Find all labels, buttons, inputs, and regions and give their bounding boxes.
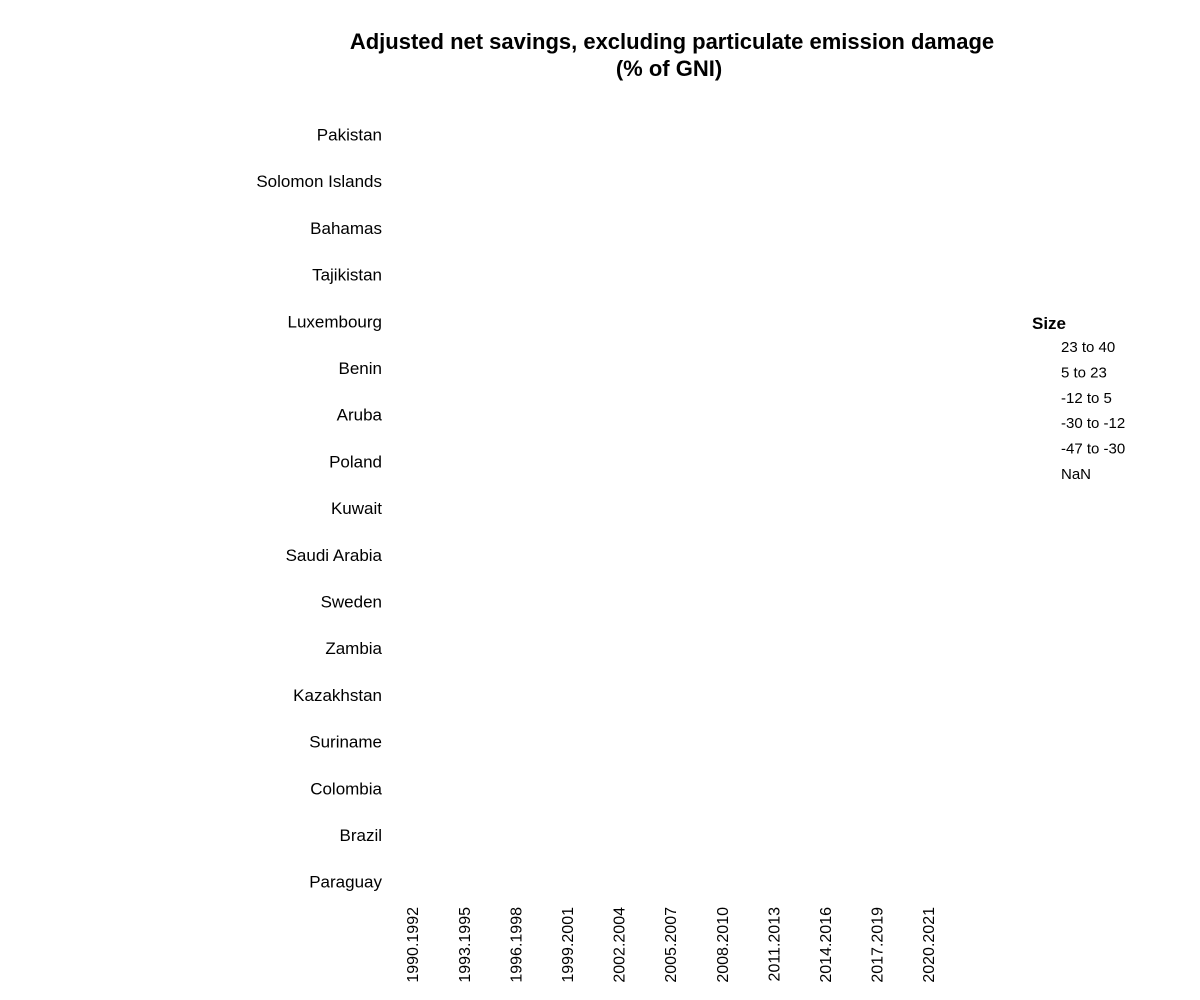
legend-item-label: -47 to -30 bbox=[1061, 441, 1125, 458]
x-tick-label: 1996.1998 bbox=[508, 907, 525, 983]
y-tick-label: Tajikistan bbox=[312, 266, 382, 285]
legend-item-label: -12 to 5 bbox=[1061, 390, 1112, 407]
y-tick-label: Pakistan bbox=[317, 125, 382, 144]
legend-items: 23 to 40 5 to 23 -12 to 5 -30 to -12 -47 to … bbox=[1061, 339, 1125, 483]
y-tick-label: Poland bbox=[329, 452, 382, 471]
legend-title: Size bbox=[1032, 314, 1066, 333]
x-tick-label: 2002.2004 bbox=[612, 907, 629, 983]
x-tick-label: 2017.2019 bbox=[870, 907, 887, 983]
y-tick-label: Saudi Arabia bbox=[286, 546, 383, 565]
x-tick-label: 2020.2021 bbox=[921, 907, 938, 983]
x-tick-label: 2008.2010 bbox=[715, 907, 732, 983]
x-tick-label: 2005.2007 bbox=[663, 907, 680, 983]
y-tick-label: Brazil bbox=[339, 826, 382, 845]
y-tick-label: Solomon Islands bbox=[256, 172, 382, 191]
x-tick-label: 2014.2016 bbox=[818, 907, 835, 983]
y-tick-label: Zambia bbox=[325, 639, 382, 658]
y-tick-label: Luxembourg bbox=[287, 312, 382, 331]
y-tick-label: Kuwait bbox=[331, 499, 382, 518]
legend-item-label: 5 to 23 bbox=[1061, 364, 1107, 381]
chart-title-line-1: Adjusted net savings, excluding particul… bbox=[350, 29, 994, 54]
x-tick-label: 2011.2013 bbox=[766, 907, 783, 982]
legend-item-label: 23 to 40 bbox=[1061, 339, 1115, 356]
x-tick-label: 1990.1992 bbox=[405, 907, 422, 983]
legend: Size 23 to 40 5 to 23 -12 to 5 -30 to -12 -4… bbox=[1032, 314, 1125, 483]
y-tick-label: Bahamas bbox=[310, 219, 382, 238]
y-tick-label: Kazakhstan bbox=[293, 686, 382, 705]
x-tick-label: 1993.1995 bbox=[457, 907, 474, 983]
legend-item-label: -30 to -12 bbox=[1061, 415, 1125, 432]
x-axis-labels: 1990.1992 1993.1995 1996.1998 1999.2001 2002… bbox=[405, 907, 938, 983]
legend-item-label: NaN bbox=[1061, 466, 1091, 483]
y-tick-label: Aruba bbox=[337, 406, 383, 425]
y-axis-labels: Pakistan Solomon Islands Bahamas Tajikistan… bbox=[256, 125, 382, 891]
y-tick-label: Suriname bbox=[309, 733, 382, 752]
chart-title-line-2: (% of GNI) bbox=[616, 56, 722, 81]
y-tick-label: Colombia bbox=[310, 779, 382, 798]
y-tick-label: Paraguay bbox=[309, 873, 382, 892]
y-tick-label: Benin bbox=[339, 359, 382, 378]
x-tick-label: 1999.2001 bbox=[560, 907, 577, 983]
y-tick-label: Sweden bbox=[321, 592, 382, 611]
